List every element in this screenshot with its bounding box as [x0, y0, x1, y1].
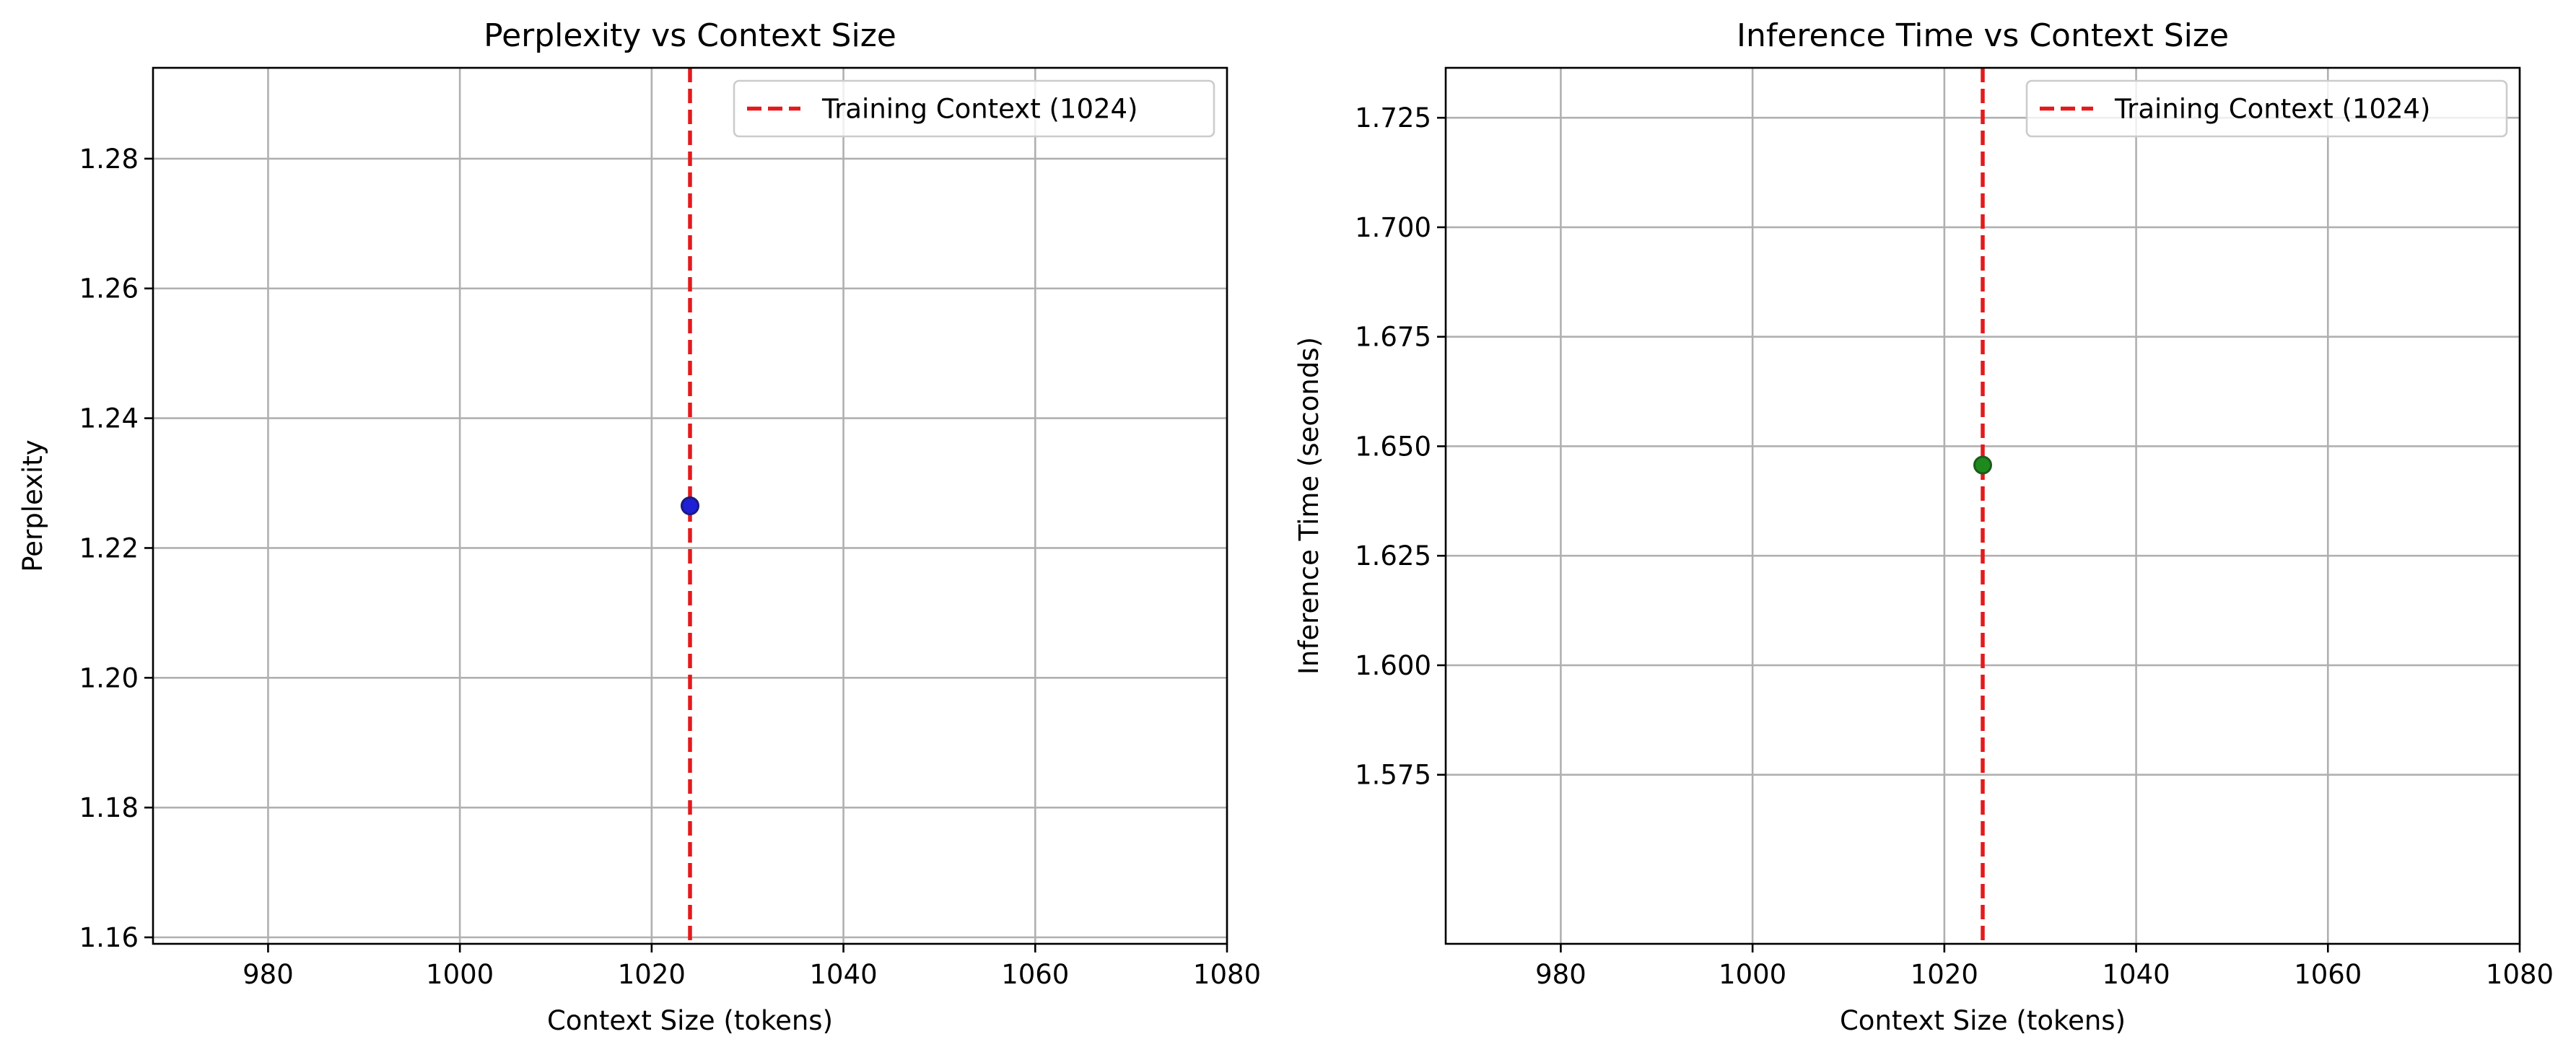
y-tick-label: 1.625 [1355, 540, 1431, 571]
y-tick-label: 1.725 [1355, 102, 1431, 133]
y-tick-label: 1.600 [1355, 650, 1431, 681]
chart-panel-2: 980 1000 1020 1040 1060 1080 1.575 1.600 1.625 1.… [1293, 17, 2554, 1036]
legend-box [2025, 79, 2508, 138]
y-tick-label: 1.26 [79, 273, 139, 305]
data-point [1973, 455, 1992, 475]
x-tick-label: 1040 [809, 959, 877, 990]
plot-frame [152, 66, 1228, 945]
x-tick-label: 1080 [2486, 959, 2554, 990]
data-point [681, 496, 699, 515]
y-tick-label: 1.24 [79, 403, 139, 434]
y-tick-label: 1.16 [79, 922, 139, 953]
y-tick-label: 1.700 [1355, 212, 1431, 243]
x-tick-label: 1000 [1719, 959, 1786, 990]
y-axis-label: Perplexity [17, 439, 48, 571]
x-tick-label: 980 [243, 959, 294, 990]
y-tick-label: 1.22 [79, 533, 139, 564]
x-tick-label: 1020 [618, 959, 686, 990]
y-tick-label: 1.28 [79, 144, 139, 175]
y-tick-label: 1.650 [1355, 431, 1431, 462]
y-tick-label: 1.575 [1355, 760, 1431, 791]
legend: Training Context (1024) [733, 79, 1215, 138]
x-axis-label: Context Size (tokens) [1840, 1005, 2126, 1036]
y-tick-label: 1.20 [79, 662, 139, 693]
x-tick-label: 1000 [426, 959, 494, 990]
y-axis-label: Inference Time (seconds) [1293, 337, 1324, 675]
y-tick-label: 1.675 [1355, 322, 1431, 353]
x-tick-label: 1080 [1193, 959, 1261, 990]
chart-title: Inference Time vs Context Size [1737, 17, 2229, 54]
x-tick-label: 1060 [1001, 959, 1069, 990]
legend-label: Training Context (1024) [821, 94, 1138, 125]
legend-label: Training Context (1024) [2114, 94, 2431, 125]
legend-box [733, 79, 1215, 138]
x-tick-label: 1040 [2102, 959, 2170, 990]
x-tick-label: 980 [1535, 959, 1586, 990]
y-tick-label: 1.18 [79, 792, 139, 823]
x-tick-label: 1020 [1911, 959, 1978, 990]
legend: Training Context (1024) [2025, 79, 2508, 138]
x-tick-label: 1060 [2294, 959, 2362, 990]
x-axis-label: Context Size (tokens) [547, 1005, 833, 1036]
chart-panel-1: 980 1000 1020 1040 1060 1080 1.16 1.18 1.20 1.22 1… [17, 17, 1261, 1036]
plot-frame [1444, 66, 2521, 945]
chart-title: Perplexity vs Context Size [484, 17, 896, 54]
